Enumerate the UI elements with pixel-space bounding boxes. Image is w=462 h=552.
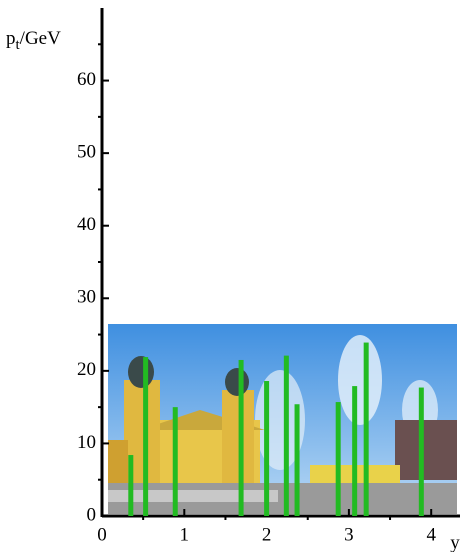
y-tick-label: 0 xyxy=(87,504,97,525)
y-tick-label: 40 xyxy=(77,214,96,235)
y-tick-label: 20 xyxy=(77,359,96,380)
y-tick-label: 60 xyxy=(77,69,96,90)
y-label-main: p xyxy=(6,28,16,49)
y-tick-label: 50 xyxy=(77,142,96,163)
bar xyxy=(264,381,269,516)
background-photo xyxy=(108,324,457,514)
y-axis-label: pt/GeV xyxy=(6,28,61,53)
bar xyxy=(364,343,369,516)
bar xyxy=(173,407,178,516)
x-tick-label: 1 xyxy=(180,524,190,545)
bar xyxy=(336,402,341,516)
y-tick-label: 30 xyxy=(77,287,96,308)
bar xyxy=(128,455,133,516)
bar xyxy=(419,388,424,516)
bar xyxy=(143,357,148,516)
chart: pt/GeV y 0 10 20 30 40 50 60 0 1 2 3 4 xyxy=(0,0,462,552)
page: pt/GeV y 010203040506001234 (() => { con… xyxy=(0,0,462,552)
bar xyxy=(352,386,357,516)
x-tick-label: 4 xyxy=(426,524,436,545)
x-tick-label: 3 xyxy=(344,524,354,545)
x-tick-label: 2 xyxy=(262,524,272,545)
bar xyxy=(239,360,244,516)
x-tick-label: 0 xyxy=(97,524,107,545)
y-label-unit: /GeV xyxy=(20,28,61,49)
y-tick-label: 10 xyxy=(77,432,96,453)
bar xyxy=(284,356,289,516)
bar xyxy=(295,404,300,516)
x-axis-label: y xyxy=(450,532,460,552)
